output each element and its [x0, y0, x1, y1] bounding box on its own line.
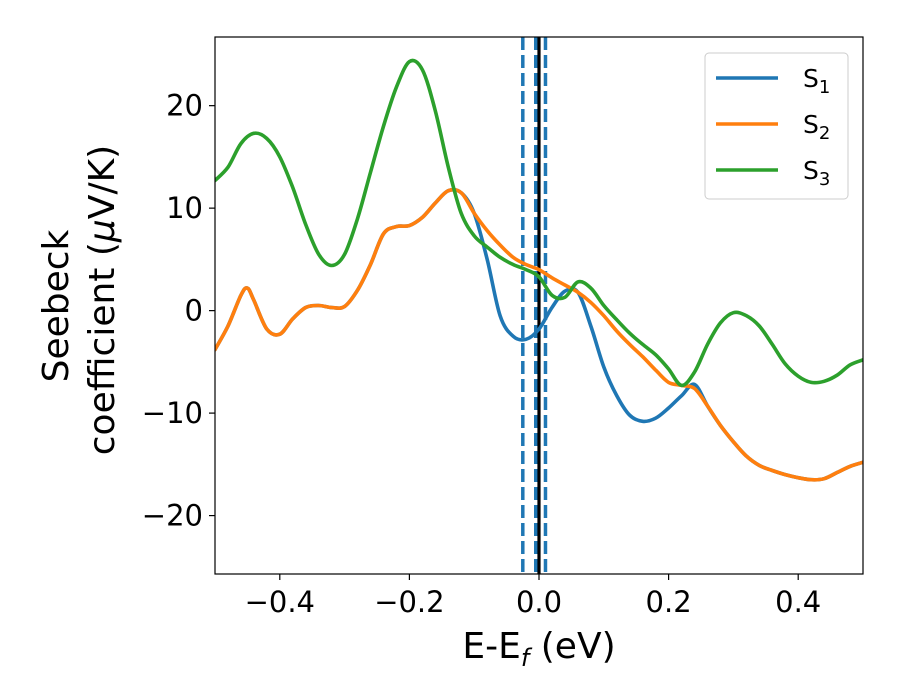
- series-line-s3: [215, 58, 863, 388]
- series-line-s2: [215, 187, 863, 482]
- y-tick-label: 20: [166, 89, 203, 123]
- x-axis-title-unit: (eV): [529, 626, 615, 667]
- legend-label-main: S: [803, 156, 819, 185]
- y-axis-title-unit: V/K): [82, 145, 123, 219]
- legend-box: [704, 52, 849, 200]
- legend-label-main: S: [803, 64, 819, 93]
- legend-label-main: S: [803, 110, 819, 139]
- y-tick-label: 0: [185, 294, 203, 328]
- y-tick-label: 10: [166, 191, 203, 225]
- series-lines: [215, 58, 863, 482]
- reference-lines: [521, 37, 548, 574]
- x-axis-ticks: −0.4 −0.2 0.0 0.2 0.4: [245, 574, 821, 619]
- x-tick-label: 0.0: [516, 585, 562, 619]
- y-tick-label: −10: [142, 396, 203, 430]
- x-tick-label: −0.2: [374, 585, 444, 619]
- x-tick-label: 0.2: [646, 585, 692, 619]
- x-axis-title: E-Ef (eV): [462, 626, 615, 672]
- x-tick-label: −0.4: [245, 585, 315, 619]
- y-axis-title-coefficient: coefficient (: [82, 242, 123, 455]
- legend-label-sub: 3: [819, 169, 830, 190]
- legend-label-sub: 2: [819, 123, 830, 144]
- y-axis-title-line1: Seebeck: [36, 229, 77, 382]
- y-tick-label: −20: [142, 499, 203, 533]
- x-tick-label: 0.4: [775, 585, 821, 619]
- y-axis-title-mu: μ: [82, 219, 123, 243]
- legend-label-s3: S3: [803, 156, 830, 190]
- y-axis-ticks: −20 −10 0 10 20: [142, 89, 215, 533]
- legend-label-s1: S1: [803, 64, 830, 98]
- legend-label-sub: 1: [819, 77, 830, 98]
- x-axis-title-main: E-E: [462, 626, 520, 667]
- y-axis-title-line2: coefficient (μV/K): [82, 145, 123, 455]
- legend-label-s2: S2: [803, 110, 830, 144]
